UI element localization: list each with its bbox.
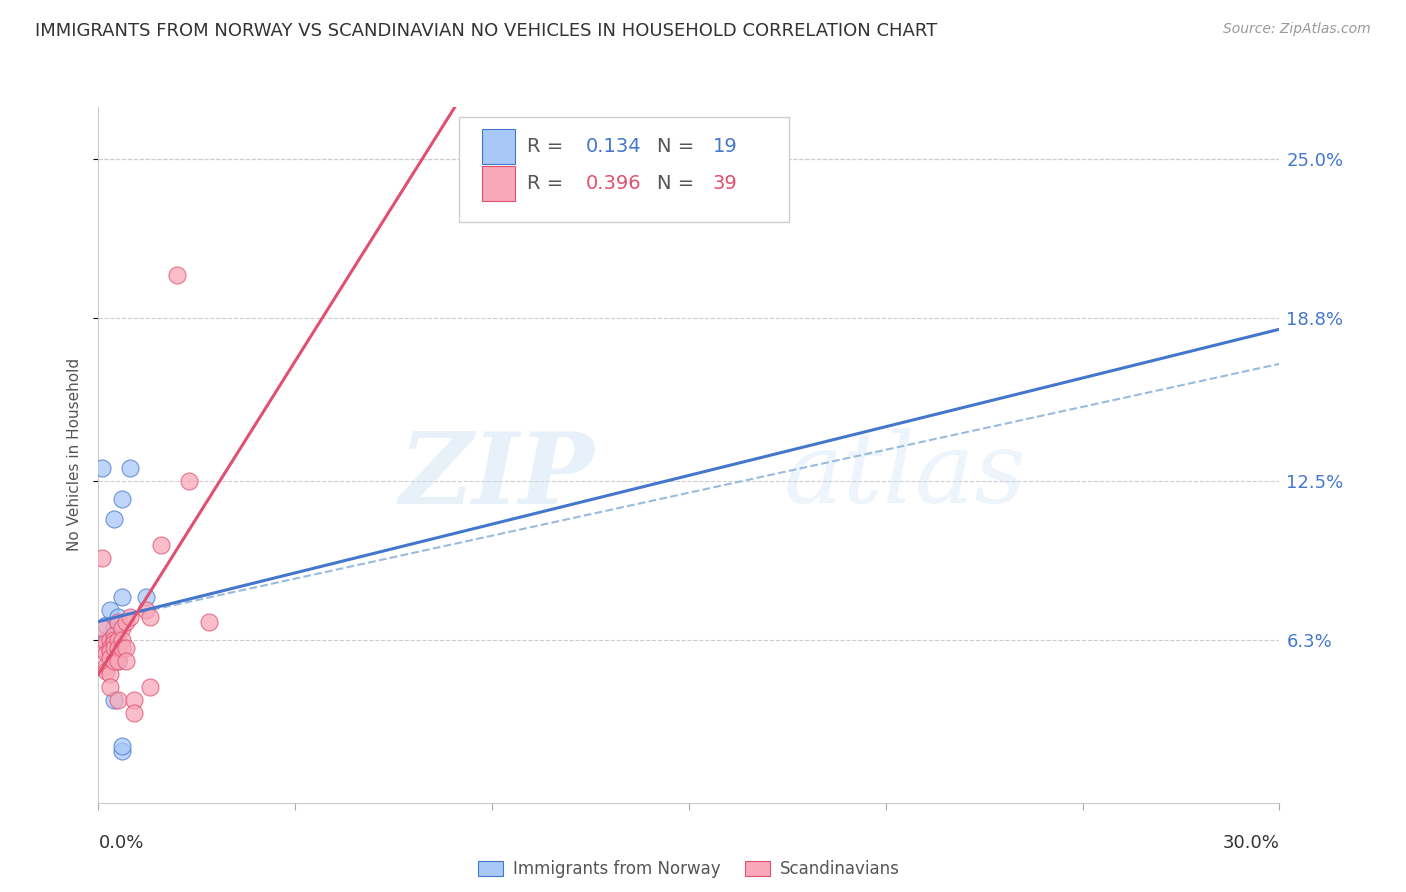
Point	[135, 590, 157, 604]
Point	[197, 615, 219, 630]
Point	[138, 680, 160, 694]
Y-axis label: No Vehicles in Household: No Vehicles in Household	[67, 359, 83, 551]
Point	[98, 633, 121, 648]
Point	[107, 692, 129, 706]
Text: IMMIGRANTS FROM NORWAY VS SCANDINAVIAN NO VEHICLES IN HOUSEHOLD CORRELATION CHAR: IMMIGRANTS FROM NORWAY VS SCANDINAVIAN N…	[35, 22, 938, 40]
Point	[111, 633, 134, 648]
Point	[103, 621, 125, 635]
Text: Source: ZipAtlas.com: Source: ZipAtlas.com	[1223, 22, 1371, 37]
FancyBboxPatch shape	[482, 129, 516, 164]
Point	[98, 680, 121, 694]
Point	[111, 641, 134, 656]
Point	[103, 628, 125, 642]
Point	[98, 641, 121, 656]
Point	[96, 659, 118, 673]
Point	[107, 615, 129, 630]
Point	[98, 651, 121, 665]
Point	[107, 633, 129, 648]
Point	[103, 633, 125, 648]
Text: N =: N =	[657, 137, 700, 156]
Point	[107, 610, 129, 624]
Point	[96, 665, 118, 679]
Point	[91, 641, 114, 656]
Point	[111, 590, 134, 604]
Text: 0.134: 0.134	[586, 137, 641, 156]
FancyBboxPatch shape	[458, 118, 789, 222]
Point	[111, 739, 134, 753]
Point	[111, 744, 134, 758]
Point	[103, 512, 125, 526]
Point	[98, 641, 121, 656]
Point	[103, 641, 125, 656]
Text: 0.0%: 0.0%	[98, 834, 143, 852]
Point	[122, 692, 145, 706]
Point	[96, 618, 118, 632]
Point	[111, 491, 134, 506]
Point	[118, 460, 141, 475]
Text: ZIP: ZIP	[399, 427, 595, 524]
Point	[135, 602, 157, 616]
Text: N =: N =	[657, 174, 700, 193]
Point	[91, 460, 114, 475]
Text: R =: R =	[527, 137, 569, 156]
Text: 30.0%: 30.0%	[1223, 834, 1279, 852]
Point	[96, 633, 118, 648]
Point	[111, 621, 134, 635]
Point	[107, 641, 129, 656]
Point	[103, 692, 125, 706]
Point	[98, 644, 121, 658]
Point	[177, 474, 200, 488]
Legend: Immigrants from Norway, Scandinavians: Immigrants from Norway, Scandinavians	[471, 854, 907, 885]
Point	[96, 646, 118, 660]
Point	[118, 610, 141, 624]
Point	[107, 648, 129, 663]
Point	[115, 641, 138, 656]
Point	[115, 654, 138, 668]
Point	[103, 636, 125, 650]
Text: 19: 19	[713, 137, 737, 156]
Point	[122, 706, 145, 720]
Point	[91, 551, 114, 566]
Point	[138, 610, 160, 624]
FancyBboxPatch shape	[482, 166, 516, 201]
Point	[98, 651, 121, 665]
Point	[98, 667, 121, 681]
Text: R =: R =	[527, 174, 569, 193]
Point	[166, 268, 188, 282]
Point	[96, 636, 118, 650]
Point	[98, 602, 121, 616]
Text: 39: 39	[713, 174, 737, 193]
Point	[91, 621, 114, 635]
Point	[103, 654, 125, 668]
Point	[115, 615, 138, 630]
Point	[150, 538, 173, 552]
Text: 0.396: 0.396	[586, 174, 641, 193]
Point	[107, 654, 129, 668]
Point	[107, 654, 129, 668]
Text: atlas: atlas	[783, 428, 1026, 524]
Point	[103, 628, 125, 642]
